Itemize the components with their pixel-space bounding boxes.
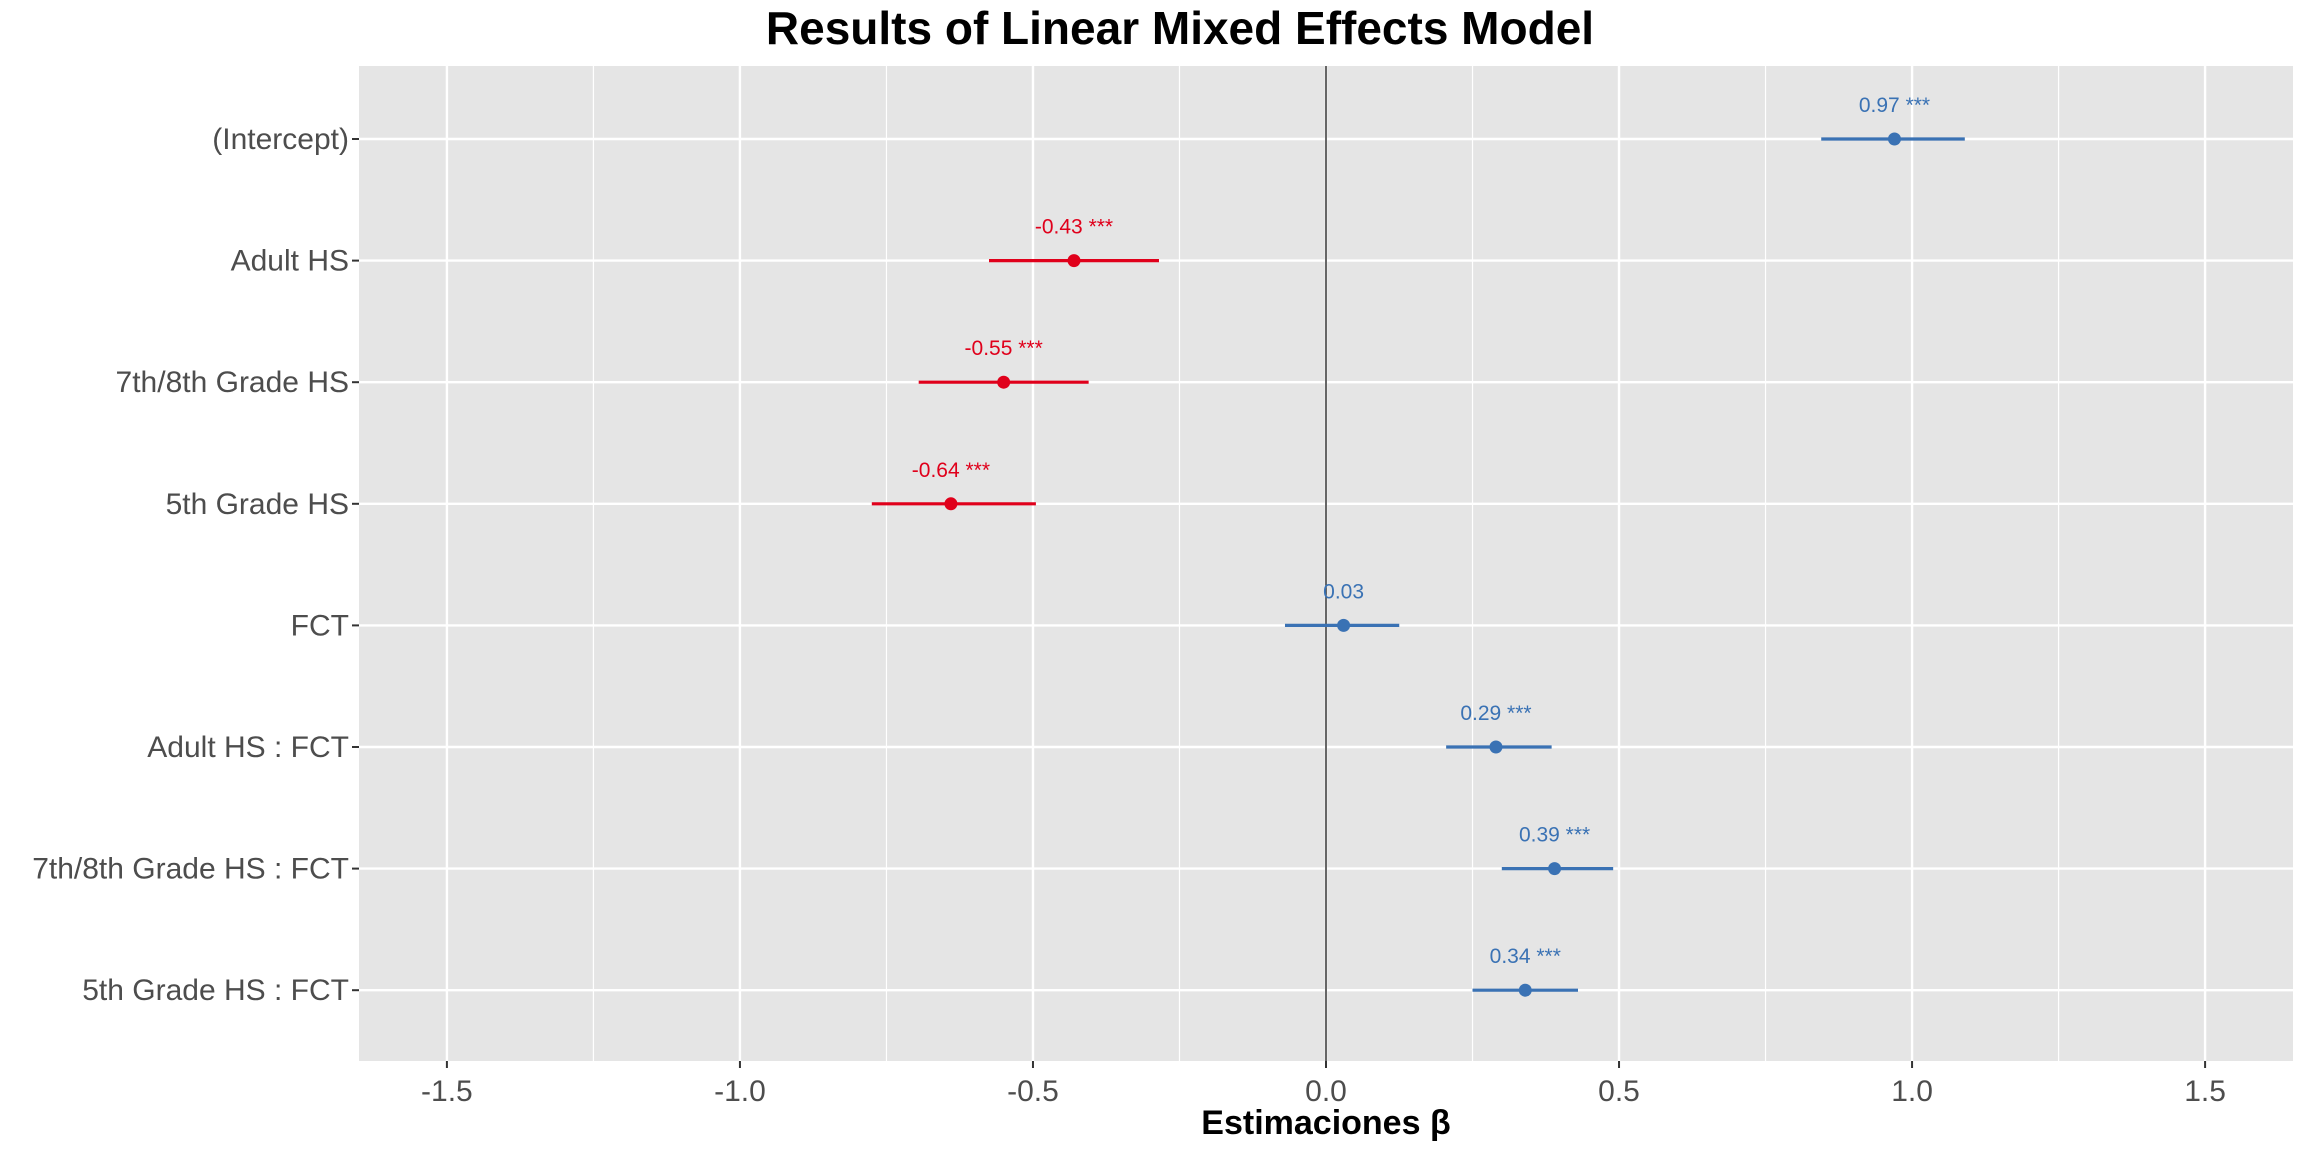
x-axis: -1.5 -1.0 -0.5 0.0 0.5 1.0 1.5	[421, 1061, 2226, 1108]
estimate-annotation: -0.43 ***	[1035, 216, 1113, 239]
estimate-point	[1489, 740, 1503, 754]
estimate-point	[1887, 132, 1901, 146]
x-tick-label: 0.0	[1305, 1075, 1347, 1108]
estimate-annotation: 0.39 ***	[1519, 824, 1590, 847]
x-tick-label: 1.5	[2184, 1075, 2226, 1108]
chart-title: Results of Linear Mixed Effects Model	[766, 2, 1594, 54]
y-tick-label: 5th Grade HS	[166, 488, 349, 521]
estimate-point	[944, 497, 958, 511]
estimate-annotation: -0.55 ***	[965, 337, 1043, 360]
estimates: 0.97 *** -0.43 *** -0.55 *** -0.64 *** 0.03 0…	[871, 94, 1965, 997]
estimate-annotation: 0.29 ***	[1460, 702, 1531, 725]
y-tick-label: 5th Grade HS : FCT	[82, 974, 349, 1007]
estimate-annotation: 0.34 ***	[1490, 945, 1561, 968]
estimate-annotation: -0.64 ***	[912, 459, 990, 482]
x-tick-label: -0.5	[1007, 1075, 1059, 1108]
estimate-point	[1518, 983, 1532, 997]
estimate-point	[1067, 254, 1081, 268]
y-tick-label: Adult HS : FCT	[147, 731, 349, 764]
y-tick-label: FCT	[291, 609, 349, 642]
estimate-point	[1548, 862, 1562, 876]
estimate-annotation: 0.03	[1323, 580, 1364, 603]
y-tick-label: (Intercept)	[212, 123, 349, 156]
x-tick-label: 0.5	[1598, 1075, 1640, 1108]
x-tick-label: 1.0	[1891, 1075, 1933, 1108]
x-tick-label: -1.0	[714, 1075, 766, 1108]
estimate-point	[1337, 618, 1351, 632]
y-axis: (Intercept) Adult HS 7th/8th Grade HS 5th G…	[32, 123, 359, 1007]
x-axis-title: Estimaciones β	[1201, 1104, 1450, 1142]
estimate-annotation: 0.97 ***	[1859, 94, 1930, 117]
y-tick-label: 7th/8th Grade HS	[116, 366, 349, 399]
x-tick-label: -1.5	[421, 1075, 473, 1108]
y-tick-label: 7th/8th Grade HS : FCT	[32, 853, 349, 886]
y-tick-label: Adult HS	[231, 245, 349, 278]
estimate-point	[997, 375, 1011, 389]
